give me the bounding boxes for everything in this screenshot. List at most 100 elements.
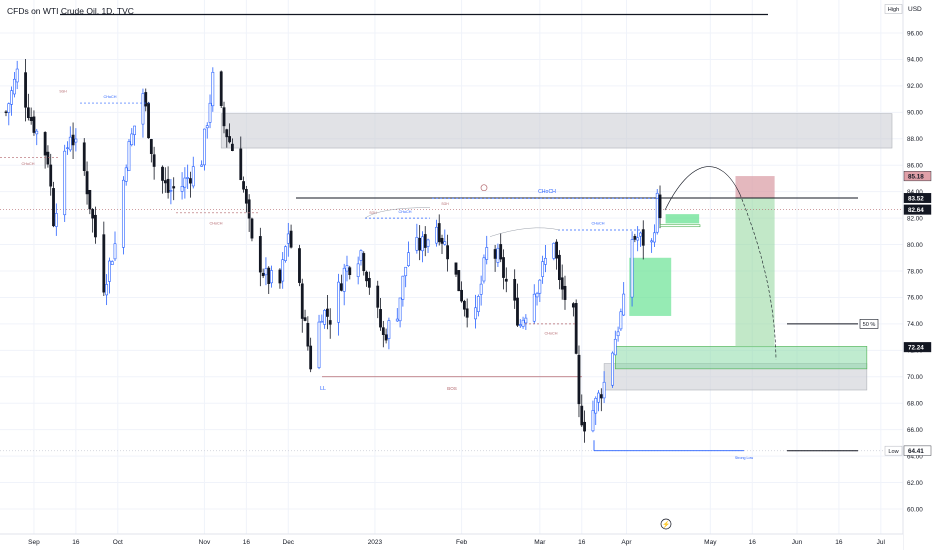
- candle-body: [149, 139, 153, 154]
- candle-body: [639, 232, 642, 237]
- small-zone-outline: [659, 224, 701, 228]
- structure-curve: [489, 227, 561, 237]
- candle-body: [577, 354, 581, 405]
- candle-body: [381, 327, 385, 335]
- candle-body: [426, 239, 430, 247]
- choch-label: CHoCH: [103, 95, 116, 99]
- candle-body: [460, 289, 463, 302]
- candle-body: [247, 199, 251, 219]
- candle-body: [479, 283, 483, 295]
- candle-body: [435, 226, 438, 244]
- candle-body: [404, 266, 408, 277]
- candle-body: [395, 318, 399, 322]
- candle-body: [24, 72, 27, 108]
- candle-body: [7, 103, 11, 113]
- candle-body: [633, 236, 637, 240]
- candle-body: [328, 320, 332, 325]
- candle-body: [124, 167, 128, 182]
- sgh-label: SGH: [369, 211, 377, 215]
- x-tick-label: 16: [72, 539, 80, 546]
- candle-body: [401, 275, 405, 300]
- x-tick-label: 16: [578, 539, 586, 546]
- x-tick-label: Oct: [113, 539, 123, 546]
- candle-body: [337, 281, 340, 323]
- candle-body: [457, 270, 461, 292]
- choch-label: CHoCH: [591, 222, 604, 226]
- candle-body: [270, 270, 273, 284]
- candle-body: [180, 186, 184, 192]
- y-tick-label: 76.00: [907, 295, 923, 302]
- candle-body: [35, 130, 39, 135]
- y-tick-label: 78.00: [907, 268, 923, 275]
- candle-body: [200, 164, 204, 167]
- price-axis[interactable]: USD 60.0062.0064.0066.0068.0070.0072.007…: [902, 0, 932, 550]
- candle-body: [219, 71, 223, 106]
- x-tick-label: 16: [243, 539, 251, 546]
- candle-body: [418, 237, 422, 251]
- candle-body: [152, 154, 156, 167]
- candle-body: [74, 138, 78, 143]
- zone-gray-supply-zone: [220, 113, 893, 149]
- price-tag-label: 85.18: [908, 173, 924, 180]
- zone-short-target: [735, 198, 775, 348]
- candle-body: [599, 394, 603, 399]
- price-tag-box: [903, 171, 932, 182]
- choch-label-red: CHoCH: [21, 162, 34, 166]
- candle-body: [189, 178, 192, 184]
- candlestick-series: [4, 58, 662, 443]
- candle-body: [29, 117, 33, 121]
- candle-body: [85, 171, 89, 195]
- candle-body: [147, 102, 150, 139]
- candle-body: [415, 237, 419, 251]
- sgh-label: SGH: [441, 202, 449, 206]
- candle-body: [499, 244, 503, 260]
- candle-body: [655, 192, 659, 233]
- zone-green-small-zone: [665, 214, 700, 224]
- candle-body: [264, 268, 268, 276]
- candle-body: [306, 322, 310, 347]
- candle-body: [49, 164, 53, 187]
- y-tick-label: 92.00: [907, 83, 923, 90]
- time-axis[interactable]: Sep 16 Oct Nov 16 Dec 2023 Feb Mar 16 Apr May 16 Jun 1…: [0, 533, 903, 550]
- candle-body: [398, 297, 402, 322]
- y-tick-label: 80.00: [907, 242, 923, 249]
- candle-body: [658, 194, 662, 219]
- candle-body: [127, 141, 131, 172]
- candle-body: [538, 279, 542, 294]
- candle-body: [636, 237, 640, 241]
- chart-zones: [220, 113, 893, 391]
- candle-body: [4, 111, 8, 113]
- candle-body: [208, 102, 212, 123]
- candle-body: [653, 232, 656, 243]
- x-tick-label: Dec: [283, 539, 295, 546]
- zone-green-imbalance: [629, 257, 672, 316]
- candle-body: [203, 128, 206, 166]
- candle-body: [166, 178, 170, 193]
- candle-body: [317, 321, 321, 369]
- candle-body: [289, 230, 293, 248]
- candle-body: [421, 236, 424, 252]
- candle-body: [141, 93, 145, 125]
- candle-body: [387, 320, 391, 339]
- price-tag-label: 82.64: [908, 207, 924, 214]
- candle-body: [43, 132, 47, 156]
- y-tick-label: 66.00: [907, 427, 923, 434]
- candle-body: [616, 331, 620, 337]
- y-tick-label: 88.00: [907, 136, 923, 143]
- candle-body: [580, 405, 584, 426]
- y-tick-label: 96.00: [907, 30, 923, 37]
- choch-label-red: CHoCH: [544, 331, 557, 335]
- candle-body: [502, 257, 505, 278]
- candle-body: [26, 107, 30, 119]
- fifty-label: 50 %: [863, 322, 876, 328]
- candle-body: [650, 240, 654, 243]
- candle-body: [613, 338, 617, 356]
- candle-body: [102, 234, 106, 293]
- candle-body: [169, 190, 173, 192]
- candle-body: [555, 241, 559, 259]
- candle-body: [244, 188, 248, 204]
- candle-body: [130, 133, 134, 146]
- candle-body: [641, 229, 645, 246]
- candle-body: [12, 78, 16, 95]
